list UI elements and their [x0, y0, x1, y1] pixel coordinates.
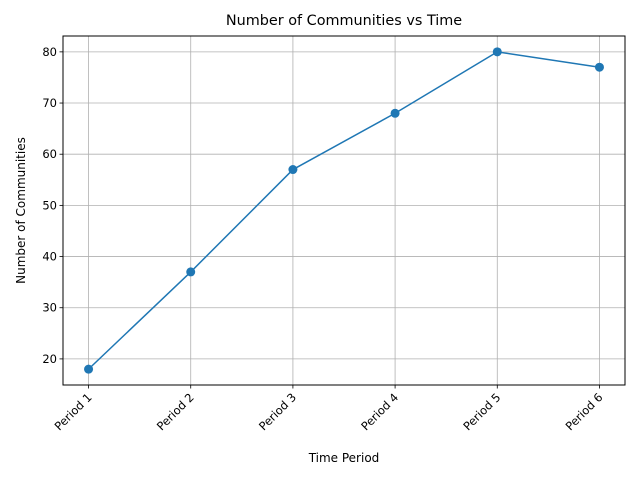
data-point: [492, 47, 502, 57]
axes-frame: [62, 35, 626, 386]
y-tick-label: 60: [42, 147, 57, 161]
data-point: [390, 108, 400, 118]
y-tick-label: 50: [42, 198, 57, 212]
y-tick-label: 80: [42, 45, 57, 59]
y-axis-label: Number of Communities: [14, 137, 28, 284]
series-line-layer: [88, 51, 600, 370]
chart-title: Number of Communities vs Time: [226, 13, 462, 29]
grid: [63, 36, 625, 385]
series-line: [88, 51, 600, 370]
y-tick-label: 70: [42, 96, 57, 110]
y-tick-label: 30: [42, 301, 57, 315]
data-point: [84, 364, 94, 374]
x-axis-label: Time Period: [308, 451, 380, 465]
y-tick-label: 40: [42, 250, 57, 264]
y-tick-label: 20: [42, 352, 57, 366]
marker-layer: [84, 47, 604, 374]
data-point: [186, 267, 196, 277]
data-point: [594, 62, 604, 72]
y-axis-ticks: 20 30 40 50 60 70 80: [42, 45, 63, 366]
data-point: [288, 165, 298, 175]
